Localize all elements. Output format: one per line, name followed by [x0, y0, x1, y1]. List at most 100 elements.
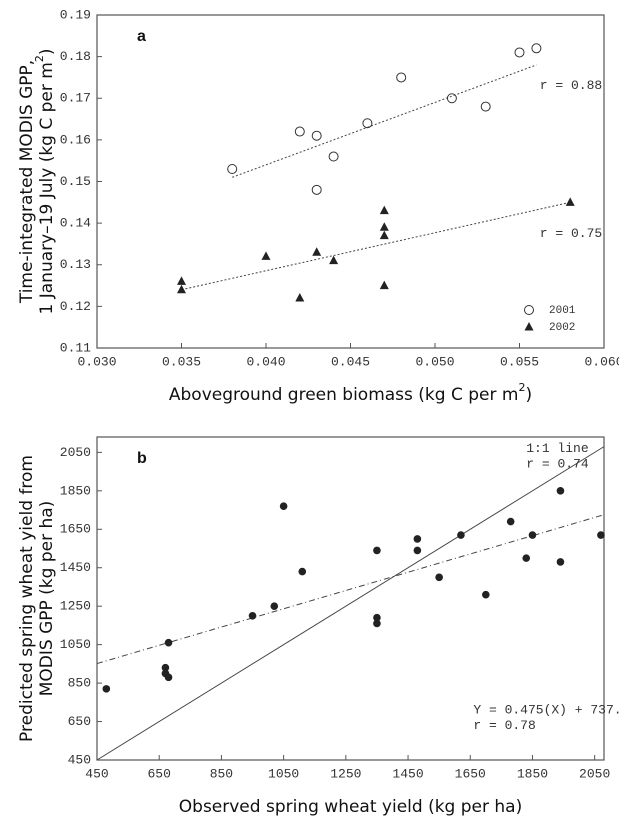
x-tick-label: 0.040 — [246, 354, 285, 369]
x-tick-label: 0.060 — [584, 354, 619, 369]
y-axis-label: Predicted spring wheat yield from — [17, 455, 37, 742]
y-axis-label: 1 January–19 July (kg C per m2) — [33, 49, 57, 315]
fit-line — [96, 514, 605, 665]
x-tick-label: 0.050 — [415, 354, 454, 369]
y-tick-label: 0.13 — [60, 257, 91, 272]
point — [522, 554, 531, 562]
point — [311, 130, 322, 141]
panel-letter: a — [137, 28, 146, 45]
point — [506, 517, 515, 526]
point — [531, 43, 542, 54]
point — [102, 685, 111, 693]
point — [294, 126, 305, 137]
annotation: Y = 0.475(X) + 737.9 — [473, 702, 619, 717]
y-tick-label: 0.12 — [60, 299, 91, 314]
point — [311, 184, 322, 195]
point — [379, 280, 389, 290]
legend-label: 2002 — [549, 322, 575, 334]
point — [565, 197, 575, 206]
annotation: r = 0.75 — [540, 226, 602, 241]
point — [328, 151, 339, 162]
point — [248, 612, 257, 620]
legend-marker — [524, 305, 534, 315]
point — [329, 255, 339, 265]
point — [227, 164, 238, 175]
y-tick-label: 0.16 — [60, 132, 91, 147]
y-tick-label: 850 — [68, 676, 91, 691]
point — [457, 531, 465, 539]
point — [482, 590, 490, 599]
y-tick-label: 0.18 — [60, 49, 91, 64]
x-axis-label-part: Aboveground green biomass (kg C per m — [169, 385, 519, 405]
y-tick-label: 1050 — [60, 637, 91, 652]
panel-letter: b — [137, 450, 147, 467]
point — [373, 613, 381, 622]
x-tick-label: 850 — [210, 766, 233, 781]
annotation: r = 0.78 — [473, 718, 535, 733]
y-tick-label: 1250 — [60, 599, 91, 614]
point — [261, 251, 271, 260]
y-tick-label: 450 — [68, 752, 91, 767]
y-axis-label-part: ) — [37, 49, 57, 56]
point — [379, 230, 389, 240]
x-tick-label: 0.055 — [500, 354, 539, 369]
point — [373, 619, 381, 628]
y-axis-label: MODIS GPP (kg per ha) — [37, 501, 57, 697]
plot-frame — [96, 436, 605, 761]
point — [396, 72, 407, 83]
x-tick-label: 650 — [148, 766, 171, 781]
point — [312, 247, 322, 256]
point — [295, 293, 305, 302]
legend-marker — [524, 322, 534, 331]
x-tick-label: 0.045 — [331, 354, 370, 369]
x-tick-label: 1850 — [517, 766, 548, 781]
point — [413, 535, 422, 543]
y-tick-label: 0.17 — [60, 91, 91, 106]
point — [435, 573, 443, 582]
y-axis-label-part: 2 — [33, 55, 46, 62]
y-tick-label: 650 — [68, 714, 91, 729]
x-tick-label: 0.035 — [162, 354, 201, 369]
x-tick-label: 1250 — [330, 766, 361, 781]
x-tick-label: 2050 — [579, 766, 610, 781]
y-tick-label: 1850 — [60, 483, 91, 498]
panel: 450 650 850 1050 1250 1450 1650 1850 2050 450 650 8… — [17, 436, 619, 817]
y-tick-label: 0.15 — [60, 174, 91, 189]
point — [597, 531, 605, 539]
y-axis-label: Time-integrated MODIS GPP, — [17, 60, 37, 304]
point — [164, 673, 173, 682]
fit-line — [181, 201, 571, 291]
point — [177, 284, 186, 294]
legend-label: 2001 — [549, 305, 576, 317]
annotation: r = 0.88 — [540, 78, 602, 93]
y-tick-label: 2050 — [60, 445, 91, 460]
plot-frame — [96, 14, 605, 349]
point — [446, 93, 457, 104]
fit-line — [232, 64, 537, 178]
point — [270, 602, 279, 610]
point — [379, 222, 389, 231]
x-tick-label: 1650 — [455, 766, 486, 781]
x-axis-label-part: Observed spring wheat yield (kg per ha) — [179, 797, 522, 817]
x-axis-label: Aboveground green biomass (kg C per m2) — [169, 381, 532, 405]
point — [514, 47, 525, 58]
y-axis-label-part: MODIS GPP (kg per ha) — [37, 501, 57, 697]
annotation: 1:1 line — [526, 441, 588, 456]
point — [413, 546, 422, 555]
x-tick-label: 0.030 — [77, 354, 116, 369]
y-axis-label-part: Time-integrated MODIS GPP, — [17, 60, 37, 304]
annotation: r = 0.74 — [526, 456, 589, 471]
x-tick-label: 1450 — [392, 766, 423, 781]
point — [298, 567, 307, 576]
y-tick-label: 0.14 — [60, 216, 91, 231]
point — [279, 502, 288, 511]
panel: 0.030 0.035 0.040 0.045 0.050 0.055 0.060 0.11 0… — [17, 7, 619, 405]
y-tick-label: 1650 — [60, 522, 91, 537]
y-axis-label-part: 1 January–19 July (kg C per m — [37, 62, 57, 314]
x-axis-label: Observed spring wheat yield (kg per ha) — [179, 797, 522, 817]
point — [528, 531, 537, 539]
point — [177, 276, 186, 285]
point — [556, 487, 565, 495]
